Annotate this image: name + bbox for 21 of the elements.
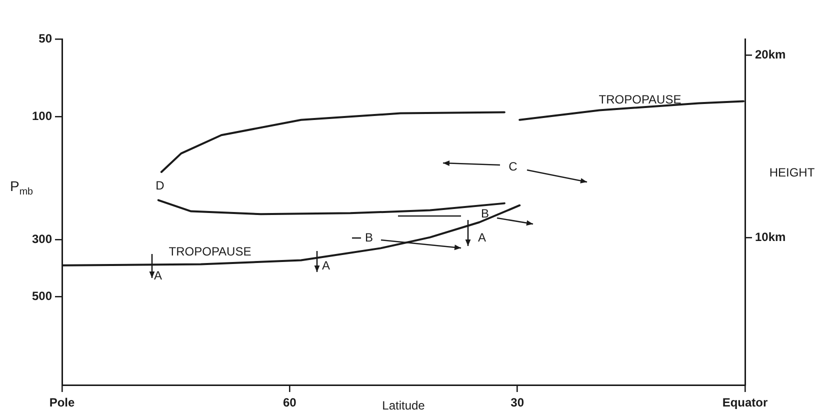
- annotation: B: [365, 230, 374, 244]
- x-tick-label: Pole: [49, 396, 75, 410]
- y-tick-label: 50: [38, 31, 52, 46]
- annotation: TROPOPAUSE: [598, 92, 682, 106]
- y-tick-label: 500: [32, 289, 52, 304]
- annotation: C: [508, 159, 518, 174]
- y-tick-label: 300: [32, 232, 52, 246]
- annotation: TROPOPAUSE: [168, 244, 252, 258]
- x-tick-label: 30: [510, 396, 524, 410]
- x-tick-label: 60: [282, 396, 297, 410]
- y2-axis-title: HEIGHT: [769, 165, 816, 180]
- annotation: A: [478, 230, 486, 244]
- y-tick-label: 100: [32, 108, 52, 123]
- annotation: B: [481, 206, 490, 220]
- annotation: D: [156, 178, 165, 192]
- x-axis-title: Latitude: [382, 398, 426, 412]
- y2-tick-label: 20km: [755, 48, 786, 62]
- y2-tick-label: 10km: [755, 230, 786, 244]
- x-tick-label: Equator: [722, 396, 768, 410]
- annotation: A: [154, 268, 162, 282]
- annotation: A: [322, 258, 330, 272]
